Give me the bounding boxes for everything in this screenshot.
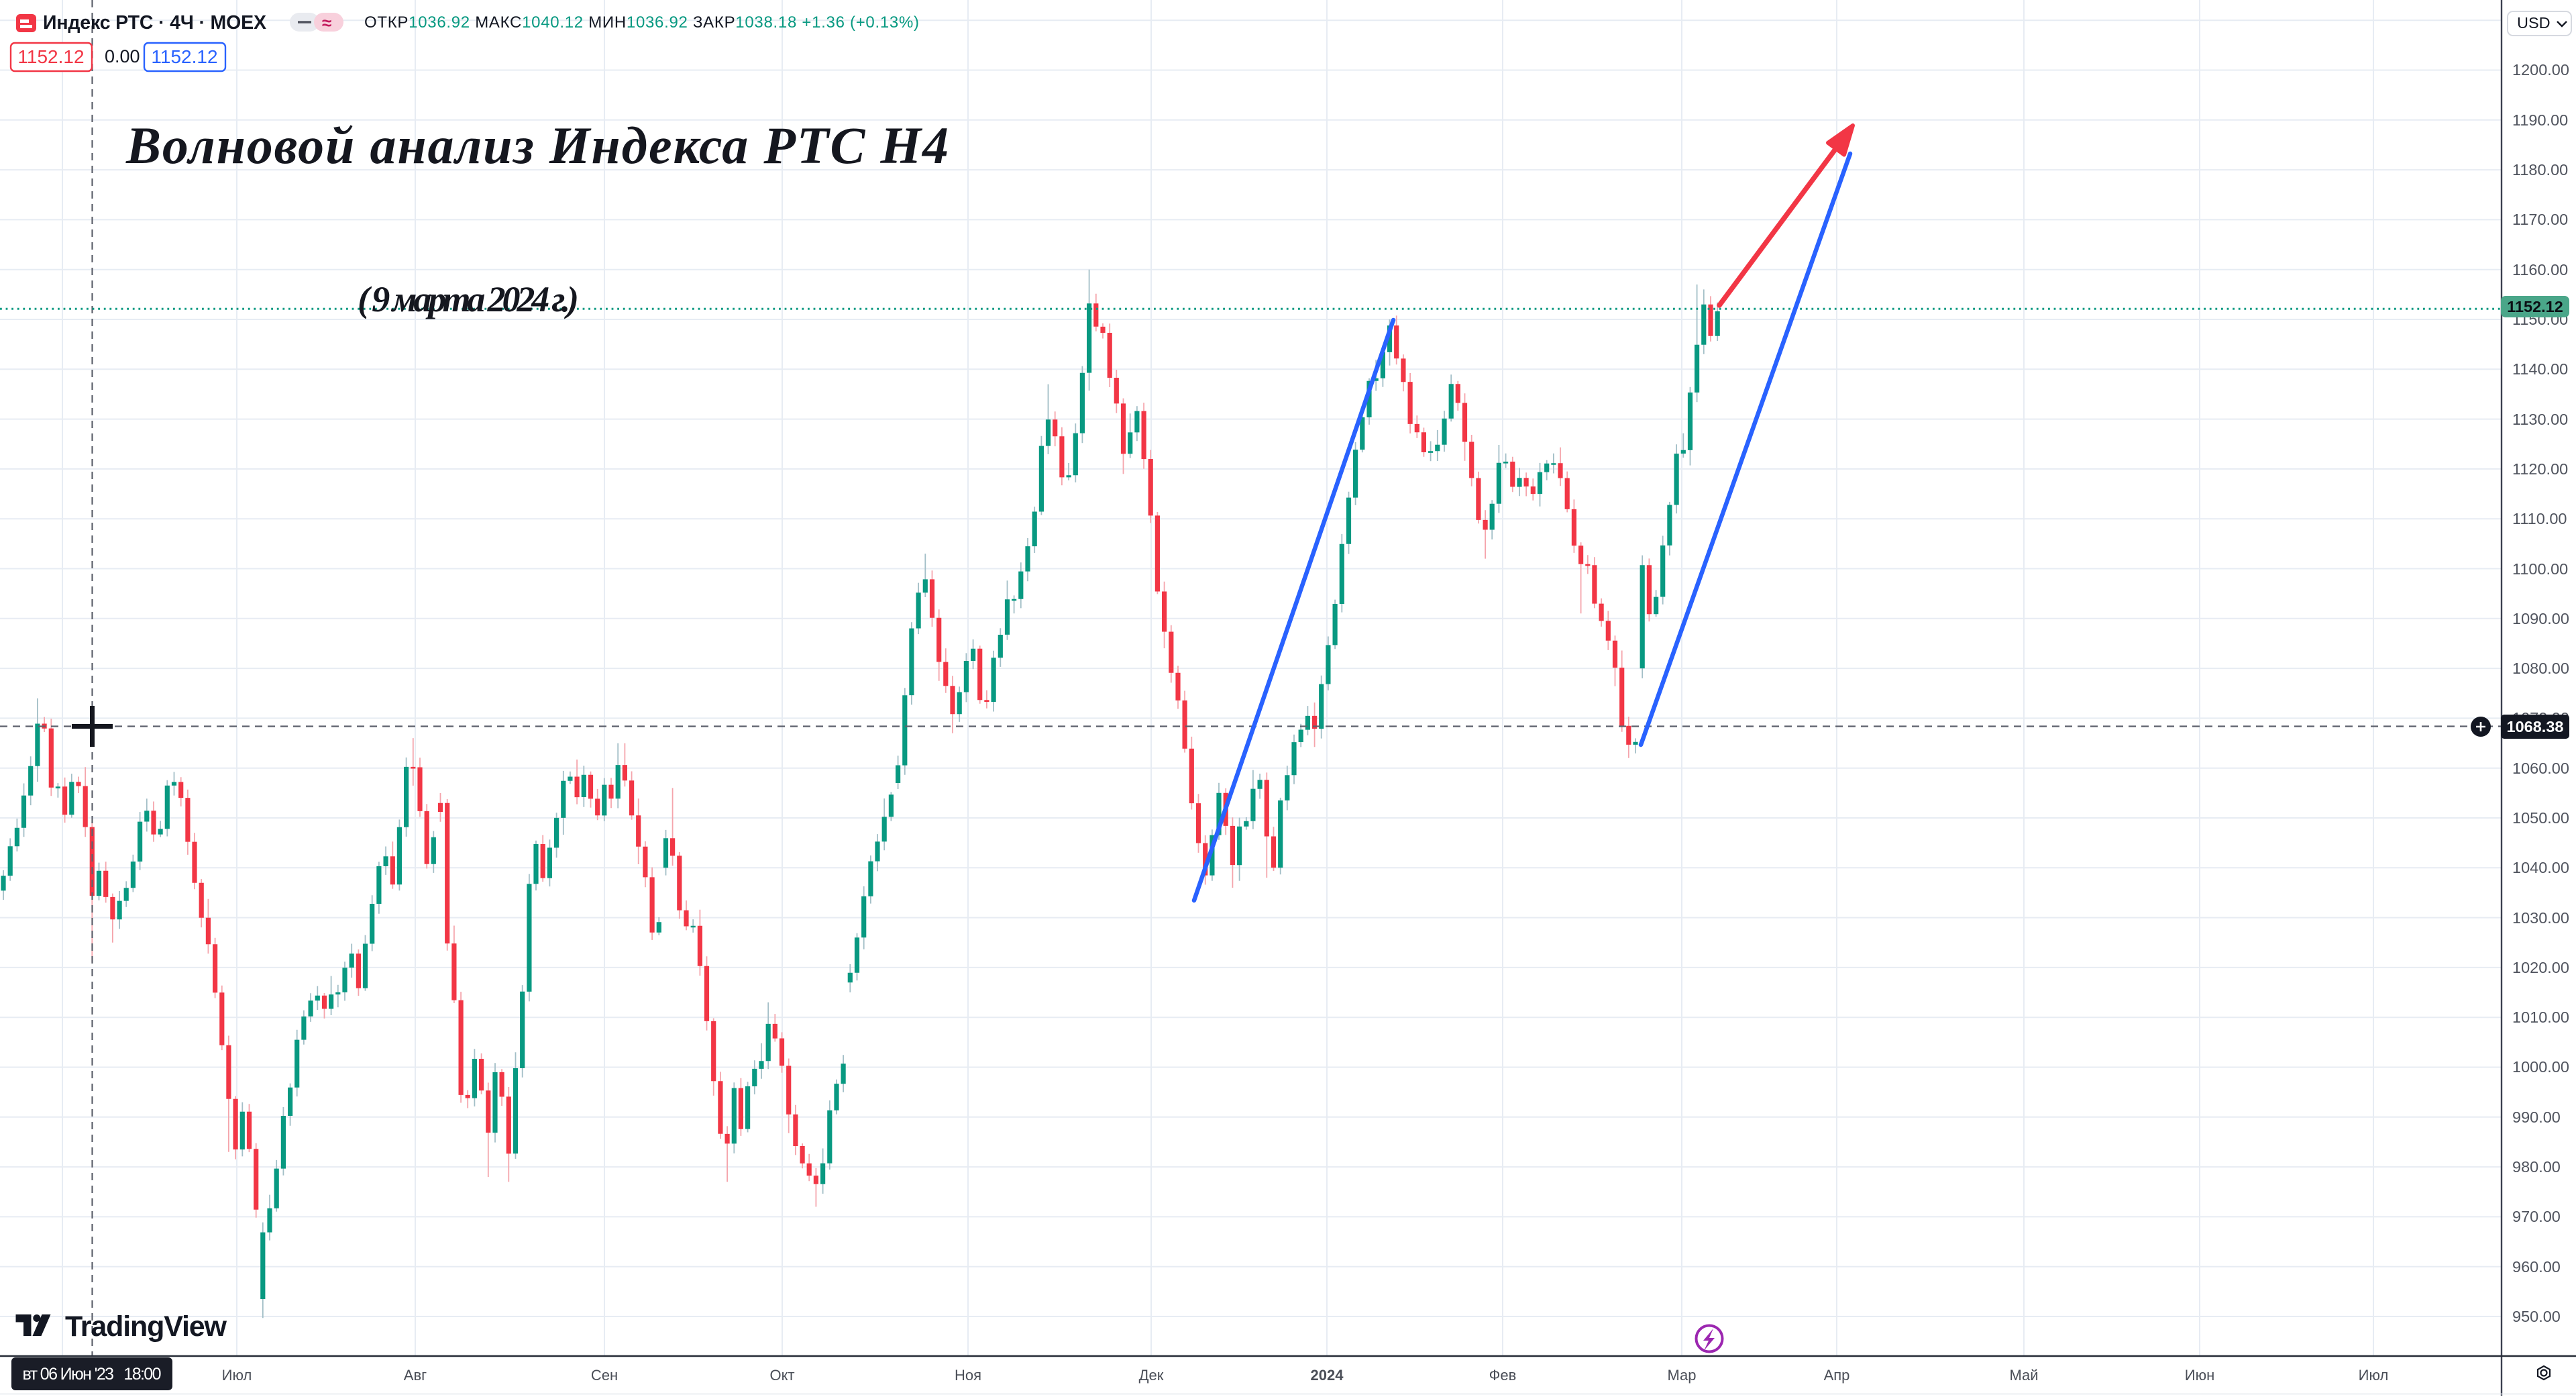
svg-text:950.00: 950.00 xyxy=(2512,1308,2561,1325)
svg-text:1010.00: 1010.00 xyxy=(2512,1008,2569,1026)
svg-text:1090.00: 1090.00 xyxy=(2512,610,2569,627)
svg-text:Июл: Июл xyxy=(2359,1367,2389,1384)
svg-text:TradingView: TradingView xyxy=(65,1310,227,1343)
svg-text:Дек: Дек xyxy=(1139,1367,1164,1384)
svg-text:Май: Май xyxy=(2009,1367,2038,1384)
svg-text:1000.00: 1000.00 xyxy=(2512,1058,2569,1076)
svg-text:Июн: Июн xyxy=(2185,1367,2214,1384)
svg-text:2024: 2024 xyxy=(1311,1367,1344,1384)
svg-text:980.00: 980.00 xyxy=(2512,1158,2561,1176)
svg-text:1170.00: 1170.00 xyxy=(2512,211,2568,228)
svg-text:Окт: Окт xyxy=(769,1367,794,1384)
svg-text:USD: USD xyxy=(2517,14,2551,32)
svg-text:0.00: 0.00 xyxy=(105,46,140,66)
svg-text:1152.12: 1152.12 xyxy=(151,46,217,67)
svg-text:Фев: Фев xyxy=(1489,1367,1517,1384)
svg-text:вт 06 Июн '23 18:00: вт 06 Июн '23 18:00 xyxy=(23,1365,162,1384)
svg-text:1050.00: 1050.00 xyxy=(2512,809,2569,827)
svg-text:990.00: 990.00 xyxy=(2512,1108,2561,1126)
svg-text:1152.12: 1152.12 xyxy=(2507,298,2563,315)
svg-text:( 9 марта 2024 г.): ( 9 марта 2024 г.) xyxy=(358,279,579,319)
svg-text:Сен: Сен xyxy=(591,1367,618,1384)
svg-text:Индекс РТС · 4Ч · MOEX: Индекс РТС · 4Ч · MOEX xyxy=(43,12,266,34)
svg-text:1160.00: 1160.00 xyxy=(2512,261,2568,278)
svg-text:Ноя: Ноя xyxy=(955,1367,981,1384)
svg-text:1080.00: 1080.00 xyxy=(2512,660,2569,677)
svg-text:ОТКР1036.92 МАКС1040.12 МИН103: ОТКР1036.92 МАКС1040.12 МИН1036.92 ЗАКР1… xyxy=(364,13,919,32)
svg-text:1030.00: 1030.00 xyxy=(2512,909,2569,927)
svg-text:1040.00: 1040.00 xyxy=(2512,859,2569,876)
svg-text:Июл: Июл xyxy=(222,1367,252,1384)
svg-text:Мар: Мар xyxy=(1667,1367,1696,1384)
svg-text:1100.00: 1100.00 xyxy=(2512,560,2568,578)
svg-text:Волновой анализ Индекса РТС Н4: Волновой анализ Индекса РТС Н4 xyxy=(125,116,949,174)
svg-text:1180.00: 1180.00 xyxy=(2512,161,2568,178)
svg-text:1190.00: 1190.00 xyxy=(2512,111,2568,129)
svg-text:1200.00: 1200.00 xyxy=(2512,61,2569,79)
svg-text:Апр: Апр xyxy=(1824,1367,1850,1384)
svg-text:970.00: 970.00 xyxy=(2512,1208,2561,1225)
svg-text:1020.00: 1020.00 xyxy=(2512,959,2569,976)
svg-text:1130.00: 1130.00 xyxy=(2512,411,2568,428)
svg-text:≈: ≈ xyxy=(322,13,331,33)
svg-text:1060.00: 1060.00 xyxy=(2512,760,2569,777)
svg-text:1120.00: 1120.00 xyxy=(2512,460,2568,478)
svg-text:1110.00: 1110.00 xyxy=(2512,510,2567,527)
svg-text:1068.38: 1068.38 xyxy=(2507,718,2564,735)
svg-text:Авг: Авг xyxy=(404,1367,427,1384)
svg-text:960.00: 960.00 xyxy=(2512,1258,2561,1276)
svg-text:1152.12: 1152.12 xyxy=(17,46,84,67)
svg-text:1140.00: 1140.00 xyxy=(2512,360,2568,378)
